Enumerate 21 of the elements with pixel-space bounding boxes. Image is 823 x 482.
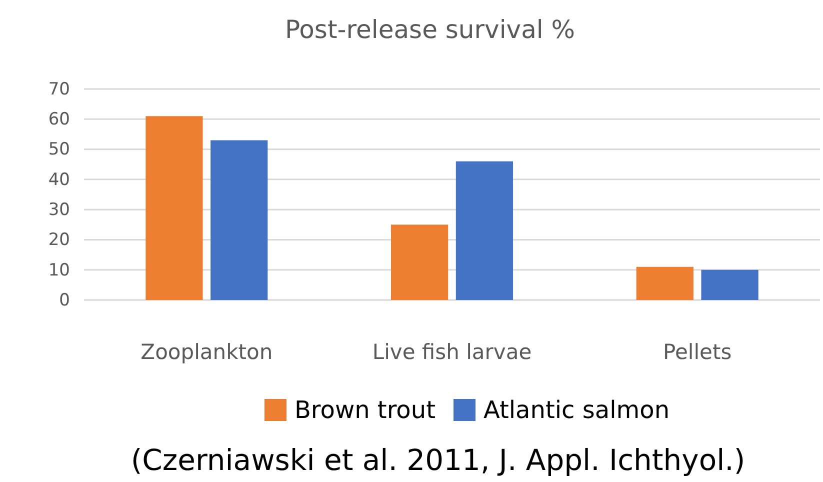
- bar: [456, 161, 514, 300]
- chart-title: Post-release survival %: [284, 15, 576, 44]
- y-tick-label: 50: [48, 140, 70, 160]
- bar: [210, 140, 268, 300]
- y-tick-label: 70: [48, 79, 70, 100]
- bar: [390, 224, 448, 300]
- bar: [636, 266, 694, 300]
- bar: [701, 270, 758, 300]
- y-tick-label: 0: [59, 290, 70, 310]
- y-tick-label: 10: [48, 260, 70, 280]
- y-tick-label: 40: [48, 170, 70, 190]
- x-tick-label: Live fish larvae: [372, 340, 532, 364]
- legend-label: Brown trout: [294, 396, 436, 424]
- bar: [146, 116, 203, 300]
- y-tick-label: 60: [48, 110, 70, 130]
- text: (Czerniawski et al. 2011, J. Appl. Ichthyol.): [130, 443, 746, 477]
- x-tick-label: Zooplankton: [140, 340, 273, 364]
- legend-label: Atlantic salmon: [483, 396, 670, 424]
- y-tick-label: 30: [48, 200, 70, 220]
- x-tick-label: Pellets: [663, 340, 732, 364]
- y-tick-label: 20: [48, 230, 70, 250]
